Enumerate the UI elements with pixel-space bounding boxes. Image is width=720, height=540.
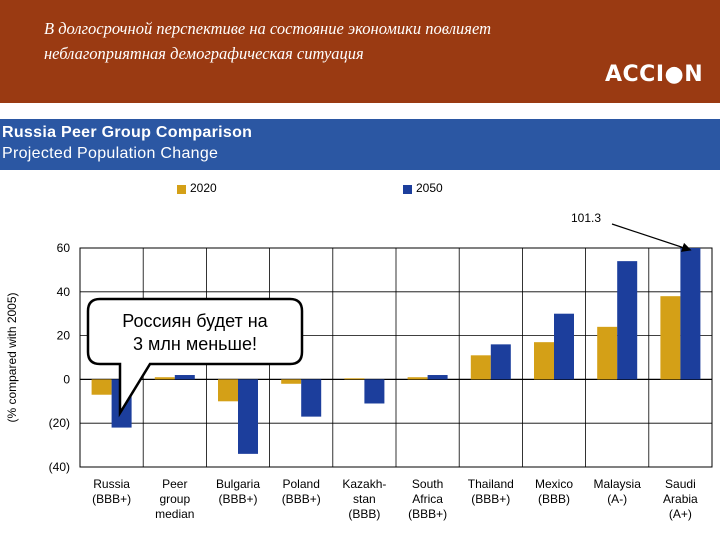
chart-legend xyxy=(84,176,540,203)
y-tick-label: 0 xyxy=(63,372,70,386)
x-category-label: Malaysia (A-) xyxy=(594,477,642,506)
annotation-label: 101.3 xyxy=(571,211,601,225)
bar-2050 xyxy=(174,375,195,380)
bar-2050 xyxy=(301,379,322,417)
bar-2020 xyxy=(154,377,175,380)
bar-2050 xyxy=(427,375,448,380)
bar-2020 xyxy=(660,296,681,380)
x-category-label: Russia (BBB+) xyxy=(92,477,131,506)
bar-2020 xyxy=(91,379,112,395)
legend-label-2050: 2050 xyxy=(416,181,443,195)
bar-2020 xyxy=(218,379,238,402)
y-tick-label: (20) xyxy=(49,416,70,430)
x-category-label: Mexico (BBB) xyxy=(535,477,573,506)
x-category-label: Poland (BBB+) xyxy=(282,477,321,506)
y-tick-label: (40) xyxy=(49,460,70,474)
bar-2020 xyxy=(344,378,365,380)
accion-logo: ACCI●N xyxy=(605,62,704,87)
bar-2050 xyxy=(617,261,638,380)
bar-2020 xyxy=(597,326,618,380)
callout-line-2: 3 млн меньше! xyxy=(133,334,257,354)
y-tick-label: 20 xyxy=(57,329,71,343)
chart-title: Russia Peer Group Comparison xyxy=(2,124,253,141)
bar-2050 xyxy=(680,248,701,380)
legend-swatch-2020 xyxy=(177,185,186,194)
bar-2020 xyxy=(281,379,302,384)
x-category-label: Kazakh-stan (BBB) xyxy=(342,477,386,521)
x-category-label: Thailand (BBB+) xyxy=(468,477,514,506)
slide-title: В долгосрочной перспективе на состояние … xyxy=(44,19,491,63)
callout-line-1: Россиян будет на xyxy=(122,311,268,331)
chart-subtitle: Projected Population Change xyxy=(2,145,219,162)
bar-2020 xyxy=(470,355,491,380)
chart-header-band xyxy=(0,119,720,170)
bar-2020 xyxy=(407,377,428,380)
legend-label-2020: 2020 xyxy=(190,181,217,195)
annotation-arrow xyxy=(611,223,692,252)
y-axis-title: (% compared with 2005) xyxy=(5,292,19,422)
x-category-label: Peer group median xyxy=(155,477,194,521)
x-category-label: Bulgaria (BBB+) xyxy=(216,477,260,506)
header-bar xyxy=(0,0,720,103)
callout-bubble xyxy=(86,297,304,418)
bar-2020 xyxy=(534,342,554,380)
x-category-label: South Africa (BBB+) xyxy=(408,477,447,521)
y-tick-label: 40 xyxy=(57,285,71,299)
y-tick-label: 60 xyxy=(57,241,71,255)
bar-2050 xyxy=(364,379,385,404)
x-category-label: Saudi Arabia (A+) xyxy=(663,477,698,521)
legend-swatch-2050 xyxy=(403,185,412,194)
bar-2050 xyxy=(238,379,258,454)
bar-2050 xyxy=(490,344,511,380)
bar-2050 xyxy=(554,313,574,380)
